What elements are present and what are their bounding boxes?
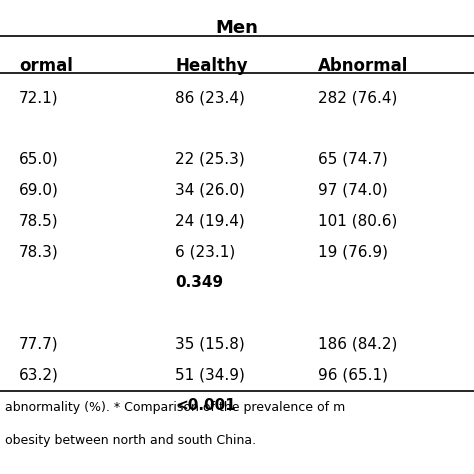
Text: 96 (65.1): 96 (65.1)	[318, 367, 388, 383]
Text: 86 (23.4): 86 (23.4)	[175, 90, 245, 105]
Text: ormal: ormal	[19, 57, 73, 75]
Text: abnormality (%). * Comparison of the prevalence of m: abnormality (%). * Comparison of the pre…	[5, 401, 345, 413]
Text: 78.3): 78.3)	[19, 244, 59, 259]
Text: 22 (25.3): 22 (25.3)	[175, 152, 245, 167]
Text: 78.5): 78.5)	[19, 213, 59, 228]
Text: 19 (76.9): 19 (76.9)	[318, 244, 388, 259]
Text: Men: Men	[216, 19, 258, 37]
Text: 35 (15.8): 35 (15.8)	[175, 337, 245, 352]
Text: 186 (84.2): 186 (84.2)	[318, 337, 397, 352]
Text: 63.2): 63.2)	[19, 367, 59, 383]
Text: <0.001: <0.001	[175, 398, 236, 413]
Text: 77.7): 77.7)	[19, 337, 59, 352]
Text: Healthy: Healthy	[175, 57, 248, 75]
Text: 282 (76.4): 282 (76.4)	[318, 90, 397, 105]
Text: 0.349: 0.349	[175, 275, 224, 290]
Text: 24 (19.4): 24 (19.4)	[175, 213, 245, 228]
Text: 34 (26.0): 34 (26.0)	[175, 182, 245, 198]
Text: 101 (80.6): 101 (80.6)	[318, 213, 397, 228]
Text: 65 (74.7): 65 (74.7)	[318, 152, 387, 167]
Text: 69.0): 69.0)	[19, 182, 59, 198]
Text: 51 (34.9): 51 (34.9)	[175, 367, 245, 383]
Text: 6 (23.1): 6 (23.1)	[175, 244, 236, 259]
Text: 65.0): 65.0)	[19, 152, 59, 167]
Text: 97 (74.0): 97 (74.0)	[318, 182, 387, 198]
Text: obesity between north and south China.: obesity between north and south China.	[5, 434, 256, 447]
Text: Abnormal: Abnormal	[318, 57, 408, 75]
Text: 72.1): 72.1)	[19, 90, 59, 105]
